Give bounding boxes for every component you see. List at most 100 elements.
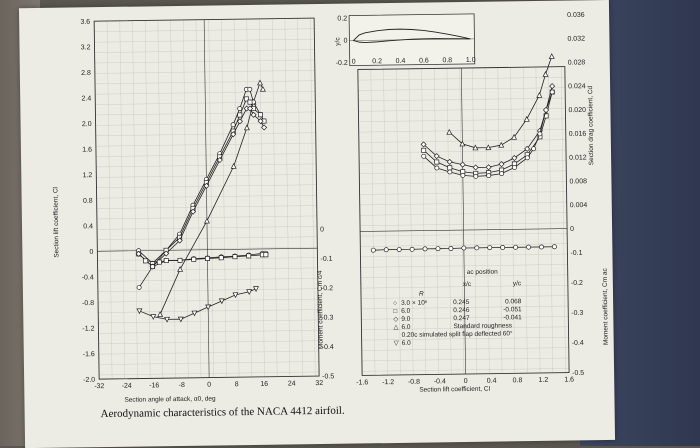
- left-series-4-point: [216, 157, 223, 164]
- drag-tick-label: 0.028: [568, 59, 586, 66]
- left-series-7-point: [164, 316, 171, 323]
- right-series-4-point: [472, 144, 479, 151]
- left-moment-tick-label: -0.1: [320, 256, 332, 263]
- drag-tick-label: 0.008: [569, 178, 587, 185]
- left-x-axis-label: Section angle of attack, α0, deg: [124, 395, 216, 403]
- airfoil-x-tick-label: 0: [352, 59, 356, 66]
- right-series-5-point: [487, 245, 493, 251]
- left-series-3-point: [257, 112, 263, 118]
- right-series-4-point: [446, 128, 453, 135]
- drag-tick-label: 0: [570, 226, 574, 233]
- left-y-tick-label: -0.4: [82, 274, 94, 281]
- right-x-tick-label: 1.2: [538, 377, 548, 384]
- airfoil-profile: [352, 28, 471, 44]
- right-series-1-point: [549, 83, 556, 90]
- airfoil-y-tick-label: -0.2: [336, 60, 348, 67]
- left-moment-tick-label: -0.4: [322, 344, 334, 351]
- drag-tick-label: 0.020: [568, 107, 586, 114]
- drag-tick-label: 0.016: [569, 131, 587, 138]
- legend-row-4-x: Standard roughness: [453, 322, 512, 330]
- right-series-1-point: [524, 145, 531, 152]
- left-x-tick-label: -8: [179, 382, 185, 389]
- legend-row-1-r: 3.0 × 10⁶: [401, 300, 428, 307]
- airfoil-section-plot: 0 0.2 0.4 0.6 0.8 1.0 0.2 0 -0.2: [336, 13, 476, 67]
- right-series-5-point: [396, 247, 402, 252]
- legend-row-2-r: 6.0: [401, 308, 411, 315]
- left-series-7-point: [232, 292, 239, 299]
- right-series-1-line: [423, 86, 553, 168]
- legend-row-5-symbol: ▽: [394, 340, 400, 347]
- left-series-7-point: [177, 316, 184, 323]
- right-zero-x-line: [461, 68, 466, 375]
- left-series-4-point: [203, 182, 210, 189]
- left-moment-axis-label: Moment coefficient, Cm c/4: [317, 270, 325, 349]
- left-series-1-point: [230, 163, 237, 169]
- legend-row-3-x: 0.247: [453, 315, 470, 322]
- right-moment-tick-label: -0.4: [572, 340, 584, 347]
- left-series-1-point: [243, 124, 250, 131]
- naca-4412-chart: -32 -24 -16 -8 0 8 16 24 32 -2.0 -1.6 -1.2 -0.8 -0.4 0…: [52, 12, 609, 420]
- legend-row-3-symbol: ◇: [393, 316, 399, 323]
- right-series-5-point: [435, 246, 441, 252]
- legend-header-x: x/c: [463, 281, 472, 288]
- left-series-1-point: [177, 266, 184, 272]
- right-series-3-point: [434, 165, 440, 171]
- right-series-4-point: [523, 115, 530, 122]
- left-series-6-point: [156, 259, 162, 265]
- left-series-7-point: [246, 289, 253, 296]
- left-y-tick-label: -2.0: [83, 377, 95, 384]
- legend-row-1-x: 0.245: [453, 299, 470, 306]
- left-y-tick-label: -1.6: [83, 351, 95, 358]
- airfoil-y-tick-label: 0: [343, 38, 347, 45]
- legend-row-3-r: 9.0: [401, 316, 411, 323]
- legend-title: ac position: [467, 269, 499, 276]
- right-series-3-point: [537, 131, 543, 137]
- left-moment-tick-label: -0.5: [322, 373, 334, 380]
- left-series-5-point: [150, 264, 156, 270]
- right-series-5-point: [474, 245, 480, 251]
- left-moment-tick-label: -0.2: [321, 285, 333, 292]
- paper-sheet: -32 -24 -16 -8 0 8 16 24 32 -2.0 -1.6 -1.2 -0.8 -0.4 0…: [18, 0, 616, 448]
- left-y-tick-label: 0: [89, 249, 93, 256]
- right-x-axis-label: Section lift coefficient, Cl: [419, 386, 490, 394]
- right-series-5-point: [370, 247, 376, 253]
- left-zero-y-line: [97, 247, 318, 252]
- left-y-tick-label: 3.2: [81, 44, 91, 51]
- right-series-3-point: [486, 173, 492, 179]
- right-series-3-point: [499, 171, 505, 177]
- right-series-2-point: [434, 159, 440, 165]
- right-series-5-point: [409, 246, 415, 252]
- right-series-1-point: [485, 164, 492, 171]
- right-series-3-point: [524, 155, 530, 161]
- left-series-4-point: [176, 237, 183, 244]
- right-x-tick-label: -0.4: [434, 378, 446, 385]
- right-series-5-point: [422, 246, 428, 252]
- left-series-2-point: [237, 106, 243, 112]
- right-series-5-point: [461, 245, 467, 251]
- legend-row-5-r: 6.0: [402, 340, 412, 347]
- right-series-5-point: [551, 244, 557, 250]
- right-series-5-point: [383, 247, 389, 253]
- figure-caption: Aerodynamic characteristics of the NACA …: [101, 405, 345, 420]
- legend-row-2-y: -0.051: [503, 306, 522, 313]
- left-series-7-point: [205, 304, 212, 311]
- airfoil-x-tick-label: 0.8: [442, 57, 452, 64]
- legend: ac position R x/c y/c ○ 3.0 × 10⁶ 0.245 …: [393, 269, 522, 347]
- left-y-tick-label: 0.8: [83, 198, 93, 205]
- right-series-3-point: [421, 153, 427, 159]
- right-series-4-line: [449, 56, 553, 149]
- right-series-4-point: [548, 53, 555, 59]
- legend-row-2-x: 0.246: [453, 307, 470, 314]
- right-x-tick-label: 0.8: [513, 377, 523, 384]
- right-moment-tick-label: -0.3: [571, 310, 583, 317]
- left-series-6-point: [163, 258, 169, 264]
- left-series-2-point: [230, 122, 236, 128]
- left-series-5-point: [136, 284, 142, 290]
- airfoil-x-tick-label: 1.0: [466, 57, 476, 64]
- left-series-1-point: [259, 85, 266, 92]
- left-y-tick-label: 1.2: [83, 172, 93, 179]
- right-series-4-point: [511, 133, 518, 140]
- legend-row-4-symbol: △: [393, 324, 399, 331]
- left-x-tick-label: -24: [122, 383, 132, 390]
- left-series-3-point: [247, 99, 253, 105]
